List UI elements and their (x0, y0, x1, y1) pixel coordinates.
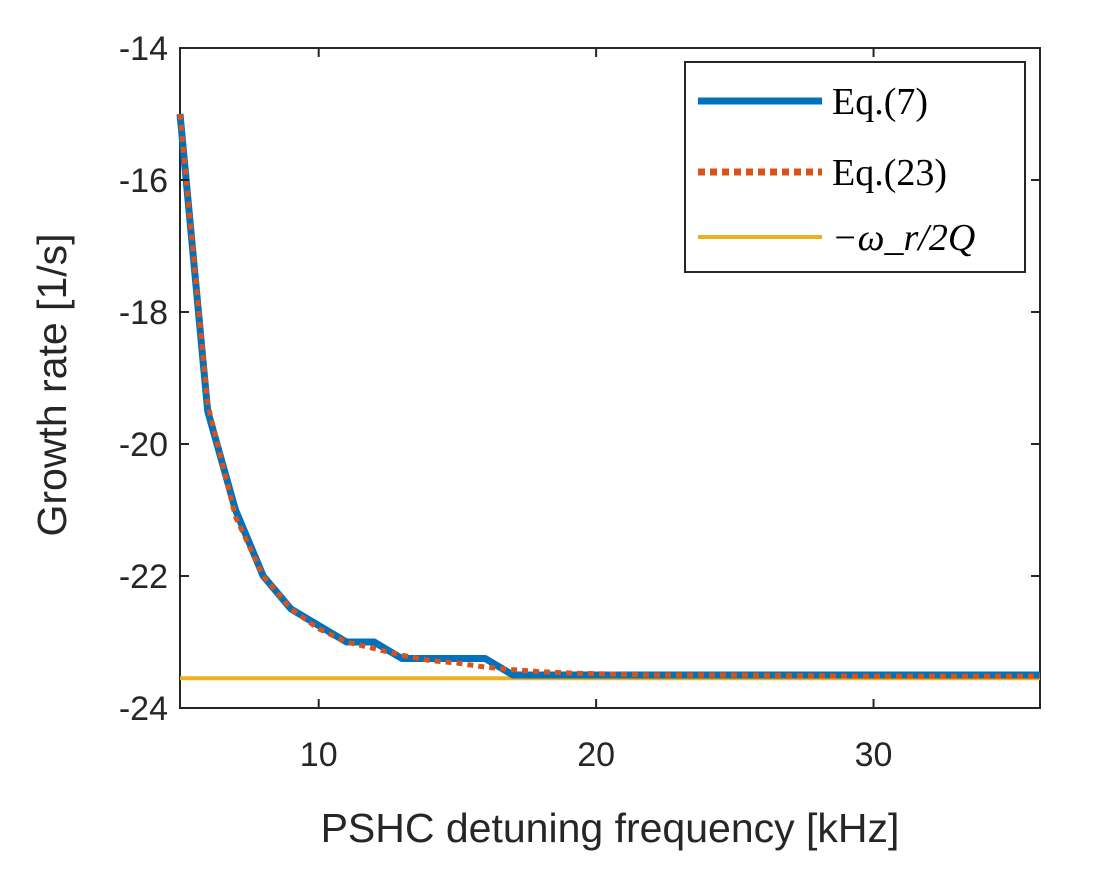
x-tick-label: 20 (577, 736, 615, 774)
y-axis-label: Growth rate [1/s] (29, 233, 75, 536)
x-tick-label: 10 (300, 736, 338, 774)
legend-label-eq23: Eq.(23) (832, 152, 947, 194)
y-tick-label: -16 (119, 162, 168, 200)
y-tick-label: -24 (119, 690, 168, 728)
legend-label-eq7: Eq.(7) (832, 81, 928, 123)
y-tick-label: -18 (119, 294, 168, 332)
legend: Eq.(7) Eq.(23) −ω_r/2Q (684, 61, 1026, 273)
y-tick-label: -20 (119, 426, 168, 464)
x-axis-label: PSHC detuning frequency [kHz] (321, 805, 900, 851)
series-line-eq7 (176, 113, 1040, 679)
legend-label-omega: −ω_r/2Q (832, 217, 975, 259)
y-tick-label: -22 (119, 558, 168, 596)
series-layer (176, 113, 1040, 681)
tick-layer: 10 20 30 -24 -22 -20 -18 -16 -14 (119, 30, 1040, 774)
x-tick-label: 30 (855, 736, 893, 774)
y-tick-label: -14 (119, 30, 168, 68)
